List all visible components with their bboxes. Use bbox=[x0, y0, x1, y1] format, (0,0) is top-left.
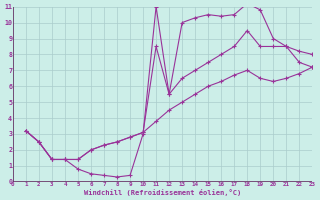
X-axis label: Windchill (Refroidissement éolien,°C): Windchill (Refroidissement éolien,°C) bbox=[84, 189, 241, 196]
